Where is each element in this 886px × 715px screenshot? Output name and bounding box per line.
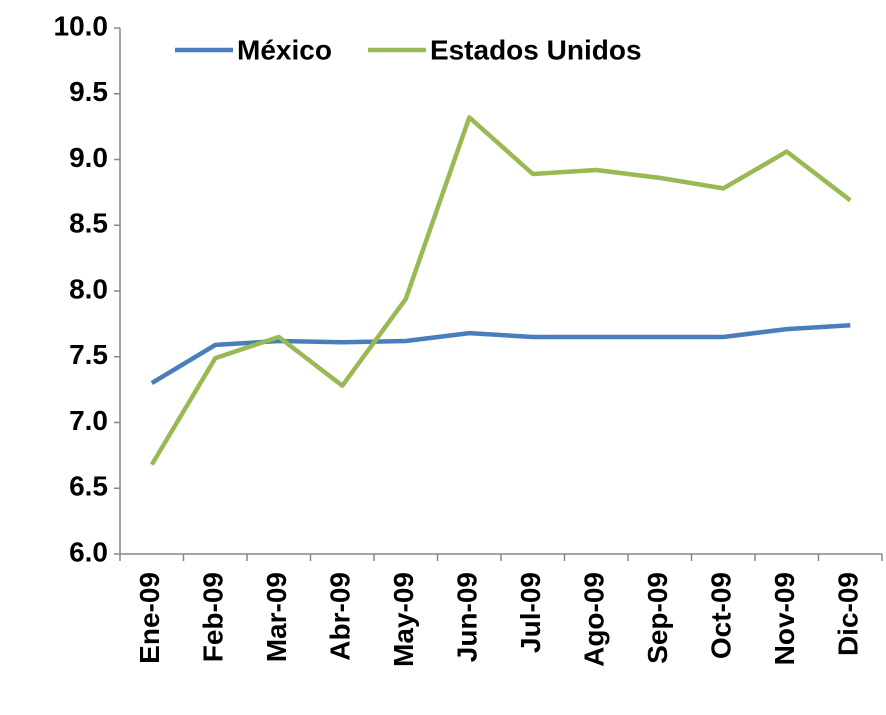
x-tick-label: Ago-09 [579,572,610,667]
y-tick-label: 10.0 [54,10,109,41]
y-tick-label: 9.0 [69,142,108,173]
x-tick-label: Sep-09 [642,572,673,664]
x-tick-label: Jun-09 [452,572,483,662]
y-tick-label: 7.0 [69,405,108,436]
y-tick-label: 8.5 [69,208,108,239]
x-tick-label: Nov-09 [769,572,800,665]
x-tick-label: Ene-09 [134,572,165,664]
y-tick-label: 7.5 [69,339,108,370]
y-tick-label: 6.0 [69,536,108,567]
x-tick-label: Mar-09 [261,572,292,662]
series-line [149,115,852,466]
x-tick-label: Abr-09 [325,572,356,661]
x-tick-label: Oct-09 [706,572,737,659]
y-tick-label: 9.5 [69,76,108,107]
x-tick-label: Jul-09 [515,572,546,653]
x-tick-label: May-09 [388,572,419,667]
legend-label: México [237,34,332,65]
series-line [150,322,851,386]
legend-label: Estados Unidos [430,34,642,65]
y-tick-label: 6.5 [69,471,108,502]
x-tick-label: Feb-09 [198,572,229,662]
x-tick-label: Dic-09 [833,572,864,656]
y-tick-label: 8.0 [69,273,108,304]
